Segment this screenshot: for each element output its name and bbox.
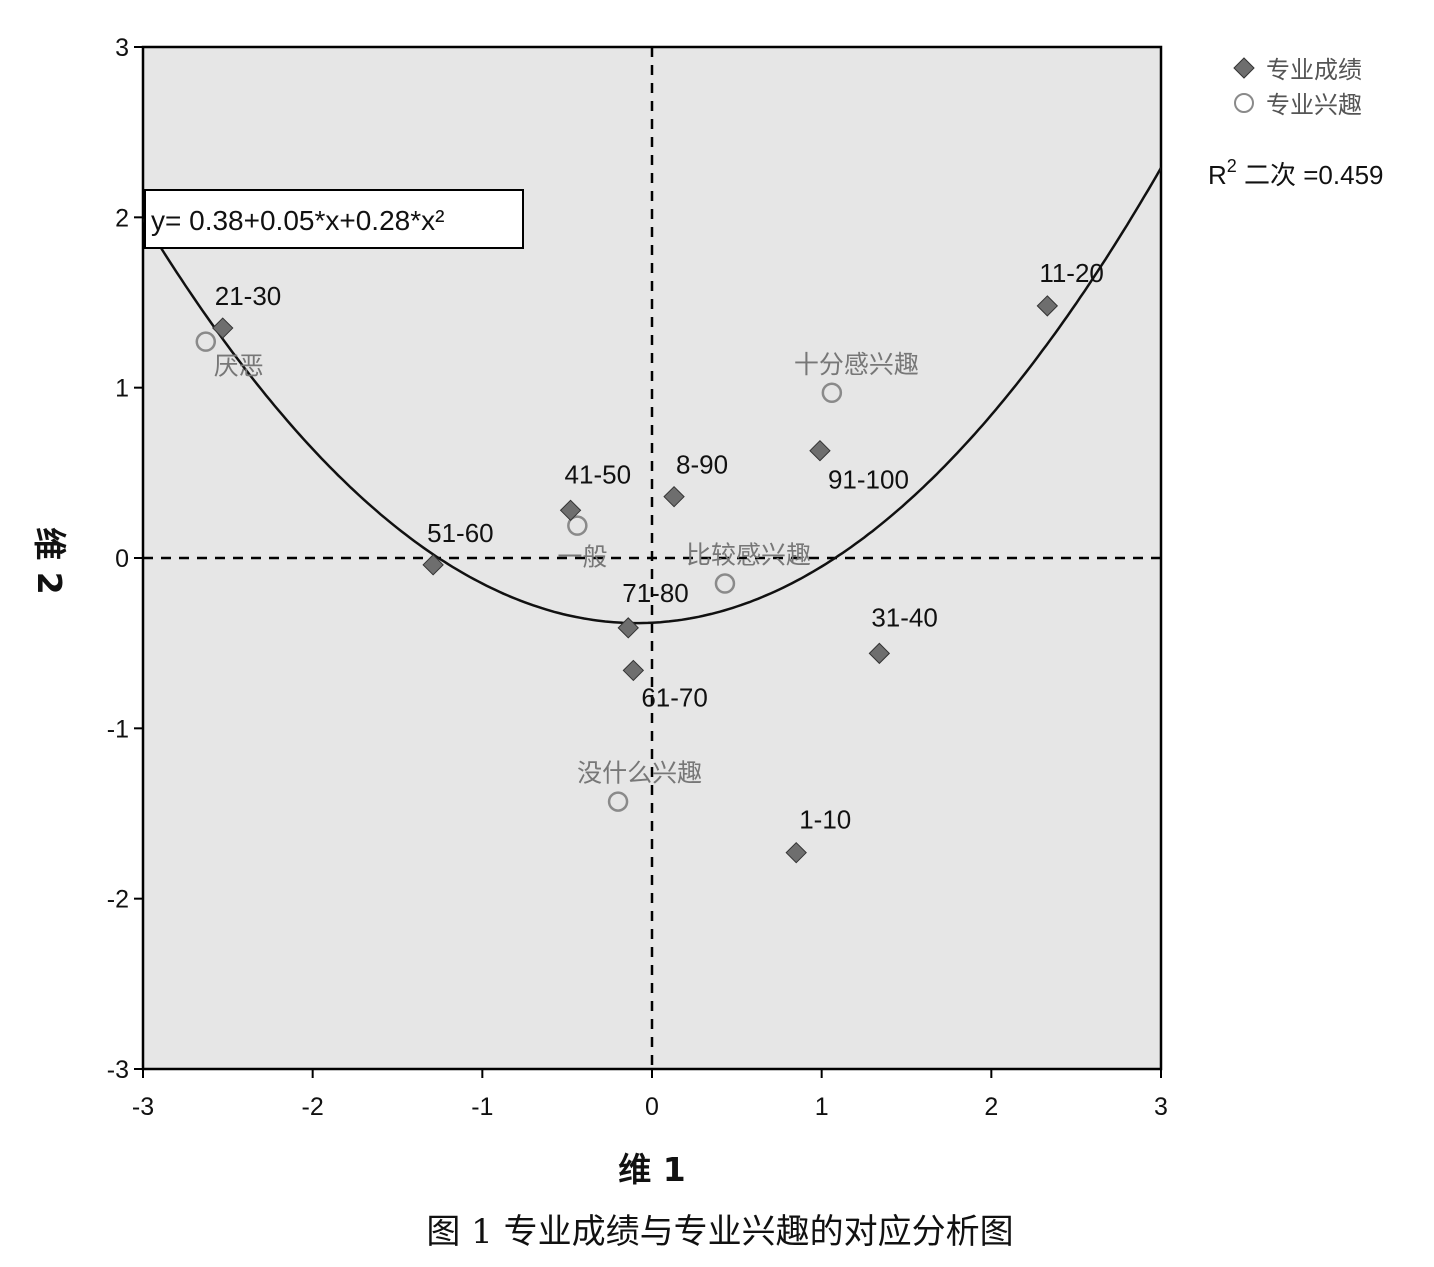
x-tick-label: 2 <box>984 1093 998 1121</box>
performance-point-label: 71-80 <box>622 578 689 608</box>
x-tick-label: -2 <box>302 1093 324 1121</box>
interest-point-label: 比较感兴趣 <box>686 541 811 570</box>
interest-point-label: 十分感兴趣 <box>794 350 919 379</box>
legend-circle-marker <box>1234 93 1254 113</box>
performance-point-marker <box>622 659 645 682</box>
r-squared-label: R2 二次 =0.459 <box>1208 156 1384 190</box>
axis-ticks: -3 -2 -1 0 1 2 3 3 2 1 0 -1 -2 -3 <box>107 34 1168 1121</box>
figure-caption: 图 1 专业成绩与专业兴趣的对应分析图 <box>426 1212 1013 1252</box>
performance-point-marker <box>1036 295 1059 317</box>
x-tick-label: 1 <box>815 1093 829 1121</box>
legend: 专业成绩 专业兴趣 <box>1233 56 1362 119</box>
x-axis-title: 维 1 <box>618 1150 685 1189</box>
performance-point-marker <box>422 554 444 576</box>
interest-point-label: 厌恶 <box>214 352 264 381</box>
performance-point-marker <box>559 499 582 522</box>
interest-point-label: 没什么兴趣 <box>577 759 702 788</box>
interest-point-label: 一般 <box>557 543 607 572</box>
x-tick-label: 3 <box>1154 1093 1168 1121</box>
y-tick-label: -1 <box>107 715 129 743</box>
performance-point-marker <box>785 841 807 864</box>
fit-curve-group <box>143 167 1161 625</box>
x-tick-label: -1 <box>471 1093 493 1121</box>
y-tick-label: -2 <box>107 886 129 914</box>
performance-point-marker <box>663 485 685 508</box>
x-tick-label: 0 <box>645 1093 659 1121</box>
x-tick-label: -3 <box>132 1093 154 1121</box>
performance-point-marker <box>617 617 639 639</box>
performance-point-marker <box>809 439 831 462</box>
equation-box: y= 0.38+0.05*x+0.28*x² <box>144 189 524 249</box>
legend-label-interest: 专业兴趣 <box>1266 91 1362 119</box>
equation-text: y= 0.38+0.05*x+0.28*x² <box>151 205 444 236</box>
y-tick-label: 0 <box>115 545 129 573</box>
performance-point-label: 21-30 <box>215 281 282 311</box>
performance-point-marker <box>212 317 234 339</box>
legend-diamond-marker <box>1233 57 1255 79</box>
y-tick-label: 2 <box>115 204 129 232</box>
performance-point-label: 8-90 <box>676 450 728 480</box>
performance-point-label: 61-70 <box>641 682 708 712</box>
fit-curve <box>143 167 1161 625</box>
performance-point-label: 11-20 <box>1039 258 1104 288</box>
y-tick-label: 3 <box>115 34 129 62</box>
y-tick-label: 1 <box>115 375 129 403</box>
performance-point-label: 31-40 <box>871 602 938 632</box>
legend-label-performance: 专业成绩 <box>1266 56 1362 84</box>
y-axis-title: 维 2 <box>30 527 69 594</box>
y-tick-label: -3 <box>107 1056 129 1084</box>
interest-point-marker <box>607 791 629 812</box>
performance-point-label: 1-10 <box>799 805 851 835</box>
reference-lines <box>143 47 1161 1069</box>
performance-point-marker <box>868 642 891 665</box>
performance-point-label: 91-100 <box>828 465 909 495</box>
interest-point-marker <box>567 515 588 536</box>
performance-point-label: 51-60 <box>427 518 494 548</box>
interest-point-marker <box>714 573 736 594</box>
interest-point-marker <box>821 382 843 404</box>
interest-point-marker <box>195 331 217 352</box>
performance-point-label: 41-50 <box>565 459 632 489</box>
